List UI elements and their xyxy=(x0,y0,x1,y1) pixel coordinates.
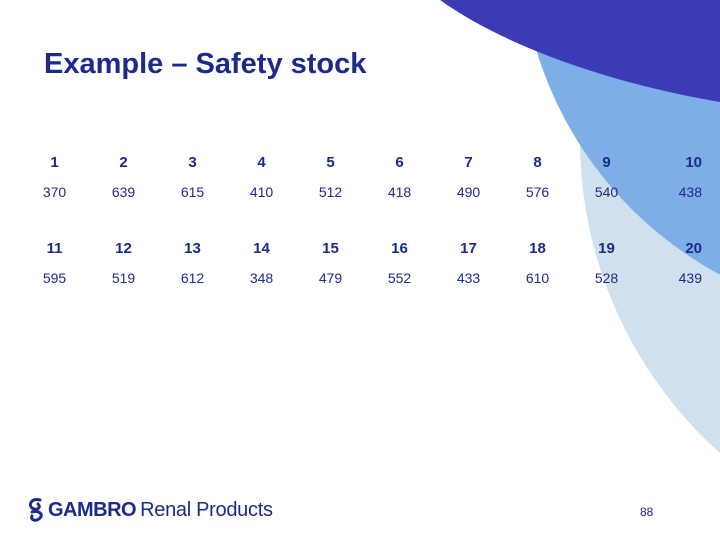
period-label: 9 xyxy=(602,154,611,171)
demand-value: 610 xyxy=(525,270,550,286)
period-label: 15 xyxy=(322,240,339,257)
period-header-row-2: 11 12 13 14 15 16 17 18 19 20 xyxy=(20,240,710,257)
demand-value-row-2: 595 519 612 348 479 552 433 610 528 439 xyxy=(20,270,710,286)
slide-title: Example – Safety stock xyxy=(44,48,367,80)
demand-value: 490 xyxy=(456,184,481,200)
demand-value: 540 xyxy=(594,184,619,200)
period-label: 5 xyxy=(326,154,335,171)
gambro-swirl-icon xyxy=(28,498,43,522)
demand-value: 612 xyxy=(180,270,205,286)
period-label: 13 xyxy=(184,240,201,257)
period-label: 1 xyxy=(50,154,59,171)
demand-value: 639 xyxy=(111,184,136,200)
demand-value: 410 xyxy=(249,184,274,200)
period-label: 7 xyxy=(464,154,473,171)
period-label: 20 xyxy=(685,240,702,257)
period-label: 10 xyxy=(685,154,702,171)
period-label: 3 xyxy=(188,154,197,171)
period-label: 11 xyxy=(46,240,63,257)
period-label: 19 xyxy=(598,240,615,257)
demand-value: 348 xyxy=(249,270,274,286)
demand-value: 439 xyxy=(678,270,702,286)
period-label: 2 xyxy=(119,154,128,171)
demand-value-row-1: 370 639 615 410 512 418 490 576 540 438 xyxy=(20,184,710,200)
period-label: 16 xyxy=(391,240,408,257)
period-label: 18 xyxy=(529,240,546,257)
period-label: 8 xyxy=(533,154,542,171)
demand-value: 615 xyxy=(180,184,205,200)
demand-value: 370 xyxy=(42,184,67,200)
demand-value: 512 xyxy=(318,184,343,200)
demand-value: 519 xyxy=(111,270,136,286)
demand-value: 433 xyxy=(456,270,481,286)
logo-brand-text: GAMBRO xyxy=(48,498,137,521)
demand-value: 576 xyxy=(525,184,550,200)
demand-value: 552 xyxy=(387,270,412,286)
page-number: 88 xyxy=(640,505,654,519)
period-label: 12 xyxy=(115,240,132,257)
period-header-row-1: 1 2 3 4 5 6 7 8 9 10 xyxy=(20,154,710,171)
period-label: 6 xyxy=(395,154,404,171)
period-label: 4 xyxy=(257,154,266,171)
period-label: 17 xyxy=(460,240,477,257)
demand-value: 438 xyxy=(678,184,702,200)
demand-value: 528 xyxy=(594,270,619,286)
demand-value: 595 xyxy=(42,270,67,286)
logo-sub-text: Renal Products xyxy=(140,498,273,521)
gambro-logo: GAMBRO Renal Products xyxy=(26,490,273,530)
period-label: 14 xyxy=(253,240,270,257)
demand-value: 418 xyxy=(387,184,412,200)
demand-value: 479 xyxy=(318,270,343,286)
